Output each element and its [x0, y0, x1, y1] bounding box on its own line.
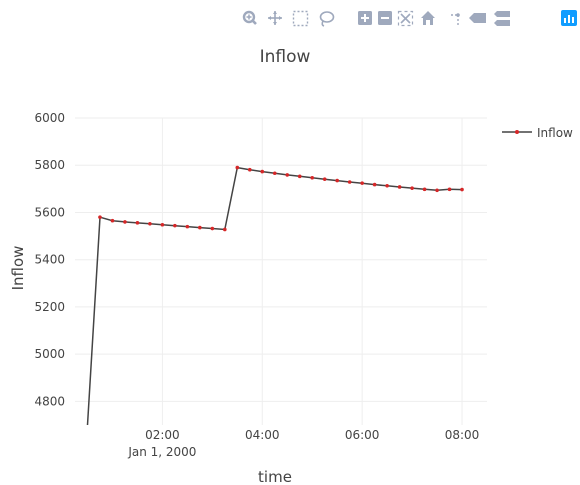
y-tick-label: 5200: [34, 300, 65, 314]
y-tick-label: 5400: [34, 253, 65, 267]
x-tick-label: 08:00: [445, 428, 480, 442]
data-point[interactable]: [347, 180, 352, 184]
data-point[interactable]: [260, 169, 265, 174]
zoom-in-icon[interactable]: [358, 11, 372, 25]
y-tick-label: 4800: [34, 394, 65, 408]
reset-axes-icon[interactable]: [421, 11, 435, 25]
data-point[interactable]: [335, 178, 339, 183]
data-point[interactable]: [198, 225, 202, 230]
zoom-out-icon[interactable]: [378, 11, 392, 25]
autoscale-icon[interactable]: [397, 10, 414, 27]
x-tick-label: 02:00: [145, 428, 180, 442]
data-point[interactable]: [422, 187, 427, 192]
legend[interactable]: Inflow: [502, 126, 573, 140]
legend-marker: [515, 130, 519, 134]
data-point[interactable]: [272, 171, 277, 176]
data-point[interactable]: [173, 223, 177, 228]
data-point[interactable]: [310, 175, 315, 180]
data-point[interactable]: [123, 220, 127, 224]
data-point[interactable]: [210, 226, 215, 231]
data-point[interactable]: [285, 173, 290, 177]
x-tick-sublabel: Jan 1, 2000: [127, 445, 196, 459]
x-tick-label: 04:00: [245, 428, 280, 442]
data-point[interactable]: [297, 174, 302, 179]
data-point[interactable]: [148, 221, 152, 226]
data-point[interactable]: [447, 187, 452, 192]
data-point[interactable]: [410, 186, 414, 190]
y-tick-label: 5000: [34, 347, 65, 361]
chart-title: Inflow: [260, 47, 311, 67]
x-axis-title: time: [258, 468, 292, 485]
x-tick-label: 06:00: [345, 428, 380, 442]
data-point[interactable]: [98, 215, 102, 219]
data-point[interactable]: [223, 227, 227, 232]
x-axis-ticks: 02:00 Jan 1, 2000 04:00 06:00 08:00: [127, 428, 479, 459]
spike-lines-icon[interactable]: [451, 13, 460, 25]
y-tick-label: 5800: [34, 158, 65, 172]
data-point[interactable]: [160, 222, 165, 227]
legend-label: Inflow: [537, 126, 573, 140]
data-point[interactable]: [247, 167, 252, 172]
data-point[interactable]: [397, 185, 402, 189]
data-point[interactable]: [135, 221, 140, 225]
data-point[interactable]: [185, 224, 190, 229]
data-point[interactable]: [372, 182, 377, 187]
zoom-icon[interactable]: [242, 10, 257, 25]
pan-icon[interactable]: [268, 11, 282, 25]
series-inflow: [86, 166, 463, 426]
y-tick-label: 5600: [34, 205, 65, 219]
box-select-icon[interactable]: [292, 10, 309, 27]
modebar: [242, 10, 577, 27]
data-point[interactable]: [322, 177, 327, 181]
series-line: [86, 166, 463, 426]
data-point[interactable]: [360, 181, 364, 185]
y-tick-label: 6000: [34, 111, 65, 125]
gridlines: [75, 117, 487, 425]
y-axis-ticks: 4800 5000 5200 5400 5600 5800 6000: [34, 111, 65, 408]
data-point[interactable]: [460, 187, 464, 192]
y-axis-title: Inflow: [9, 246, 27, 291]
data-point[interactable]: [235, 165, 240, 170]
hover-closest-icon[interactable]: [469, 13, 486, 23]
data-point[interactable]: [435, 188, 439, 193]
data-point[interactable]: [110, 218, 115, 223]
hover-compare-icon[interactable]: [494, 11, 510, 26]
plotly-logo-icon[interactable]: [561, 10, 577, 26]
lasso-select-icon[interactable]: [319, 11, 335, 27]
series-inflow-markers: [98, 165, 464, 232]
data-point[interactable]: [385, 183, 389, 188]
